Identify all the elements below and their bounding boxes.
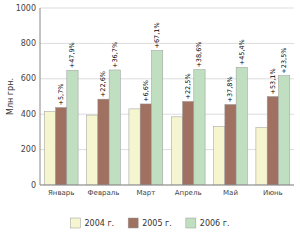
annotations: +5,7% +22,6% +6,6% +22,5% +37,8% +53,1% +47,9%… xyxy=(57,22,288,105)
x-axis-line xyxy=(40,185,294,186)
chart: 0 200 400 600 800 1000 Млн грн. +5,7% +22,6% +6,6… xyxy=(0,0,300,241)
legend-swatch xyxy=(186,218,196,228)
grid-line xyxy=(40,8,294,9)
annotation: +36,7% xyxy=(111,42,119,68)
bar xyxy=(236,67,247,185)
annotation: +67,1% xyxy=(153,22,161,48)
legend-swatch xyxy=(71,218,81,228)
x-tick-label: Апрель xyxy=(175,189,202,197)
x-tick-label: Март xyxy=(136,189,155,197)
y-tick-label: 0 xyxy=(31,181,36,190)
bar xyxy=(171,117,182,185)
y-tick-label: 1000 xyxy=(16,4,36,13)
legend-label: 2005 г. xyxy=(142,219,172,228)
bar xyxy=(44,112,55,185)
y-tick-label: 400 xyxy=(21,110,36,119)
legend-label: 2006 г. xyxy=(200,219,230,228)
annotation: +38,6% xyxy=(195,41,203,67)
bar xyxy=(256,127,267,185)
grid-line xyxy=(40,43,294,44)
y-axis-label: Млн грн. xyxy=(6,78,15,115)
annotation: +6,6% xyxy=(142,80,150,102)
annotation: +37,8% xyxy=(226,76,234,102)
bar xyxy=(98,99,109,185)
bar xyxy=(225,104,236,185)
bar xyxy=(278,76,289,185)
y-tick-label: 600 xyxy=(21,74,36,83)
y-axis: 0 200 400 600 800 1000 xyxy=(16,4,294,190)
bar xyxy=(267,97,278,186)
legend-item: 2004 г. xyxy=(71,218,115,228)
bar xyxy=(56,107,67,185)
bar xyxy=(194,70,205,185)
bar xyxy=(183,101,194,185)
legend-swatch xyxy=(128,218,138,228)
y-tick-label: 800 xyxy=(21,39,36,48)
x-tick-label: Май xyxy=(223,189,238,197)
annotation: +5,7% xyxy=(57,84,65,106)
y-axis-line xyxy=(40,8,41,185)
bar xyxy=(67,70,78,185)
bar xyxy=(87,115,98,185)
legend-item: 2005 г. xyxy=(128,218,172,228)
annotation: +47,9% xyxy=(68,42,76,68)
legend: 2004 г. 2005 г. 2006 г. xyxy=(71,218,230,228)
x-tick-label: Июнь xyxy=(263,189,283,197)
chart-container: 0 200 400 600 800 1000 Млн грн. +5,7% +22,6% +6,6… xyxy=(0,0,300,241)
grid-line xyxy=(40,185,294,186)
bars xyxy=(44,50,290,185)
bar xyxy=(140,104,151,185)
annotation: +23,5% xyxy=(280,48,288,74)
x-tick-label: Январь xyxy=(48,189,74,197)
annotation: +22,5% xyxy=(184,73,192,99)
bar xyxy=(151,50,162,185)
x-tick-label: Февраль xyxy=(88,189,120,197)
bar xyxy=(109,70,120,185)
annotation: +45,4% xyxy=(238,39,246,65)
legend-item: 2006 г. xyxy=(186,218,230,228)
y-tick-label: 200 xyxy=(21,145,36,154)
bar xyxy=(214,127,225,185)
bar xyxy=(129,109,140,185)
legend-label: 2004 г. xyxy=(85,219,115,228)
annotation: +22,6% xyxy=(99,71,107,97)
x-axis: Январь Февраль Март Апрель Май Июнь xyxy=(40,185,294,197)
annotation: +53,1% xyxy=(269,68,277,94)
